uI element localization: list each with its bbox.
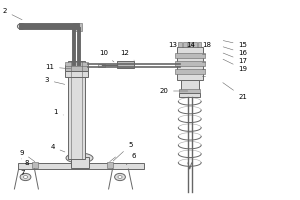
Text: 12: 12 (120, 50, 134, 60)
Bar (178, 42, 182, 47)
Bar (65, 62, 88, 66)
Text: 8: 8 (25, 160, 29, 166)
Bar (73, 23, 82, 31)
Text: 9: 9 (19, 150, 24, 159)
Text: 20: 20 (159, 88, 188, 94)
Bar (65, 71, 88, 77)
Ellipse shape (66, 153, 93, 163)
Bar (106, 162, 113, 168)
Bar (175, 69, 205, 74)
Bar (179, 93, 200, 97)
Bar (179, 89, 200, 93)
Circle shape (118, 176, 122, 178)
Bar (65, 65, 88, 71)
Bar (68, 61, 85, 159)
Text: 11: 11 (45, 64, 71, 70)
Text: 2: 2 (2, 8, 22, 20)
Bar (98, 64, 105, 67)
Bar (193, 42, 196, 47)
Bar (183, 42, 187, 47)
Text: 17: 17 (223, 53, 247, 64)
Circle shape (20, 173, 31, 181)
Bar (117, 61, 134, 68)
Circle shape (23, 176, 28, 178)
Bar (188, 42, 192, 47)
Bar (177, 47, 203, 80)
Bar (70, 157, 88, 168)
Text: 21: 21 (223, 83, 248, 100)
Bar (32, 162, 38, 168)
Bar (175, 53, 205, 58)
Text: 13: 13 (168, 42, 177, 48)
Text: 5: 5 (113, 142, 133, 161)
Circle shape (17, 24, 26, 29)
Text: 7: 7 (20, 170, 25, 176)
Text: 15: 15 (223, 41, 247, 48)
Text: 1: 1 (53, 109, 63, 115)
Text: 19: 19 (223, 59, 248, 72)
Text: 16: 16 (223, 47, 247, 56)
Text: 6: 6 (126, 153, 136, 165)
Circle shape (115, 173, 125, 181)
Text: 14: 14 (186, 42, 195, 48)
Text: 4: 4 (50, 144, 65, 152)
Bar (175, 61, 205, 66)
Text: 3: 3 (44, 77, 65, 84)
Text: 18: 18 (202, 42, 211, 48)
Bar (18, 163, 144, 169)
Bar (198, 42, 202, 47)
Text: 10: 10 (99, 50, 114, 62)
Bar (181, 80, 199, 90)
